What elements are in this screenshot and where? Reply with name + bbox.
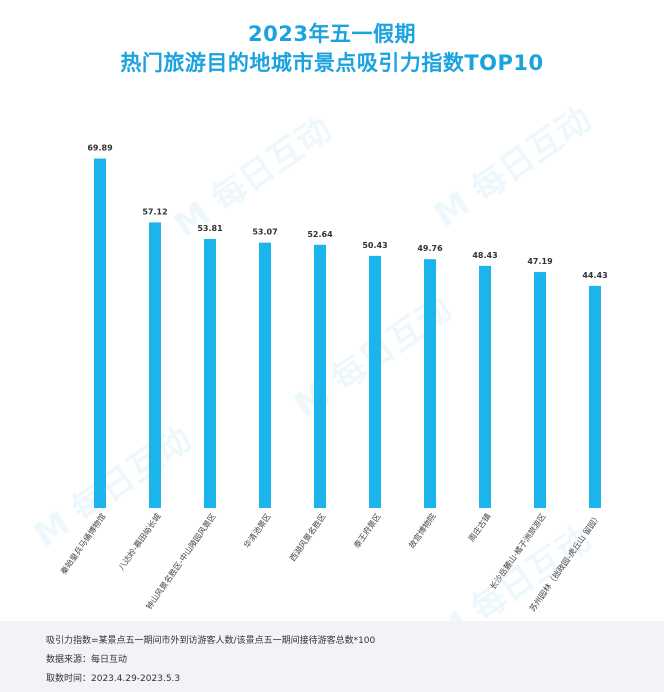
category-label: 八达岭-慕田峪长城: [116, 511, 163, 572]
category-label: 华清池景区: [242, 511, 273, 550]
data-label: 44.43: [582, 271, 607, 280]
data-label: 49.76: [417, 244, 443, 253]
bar: [589, 285, 601, 508]
data-label: 48.43: [472, 251, 497, 260]
bar: [424, 259, 436, 508]
data-label: 57.12: [142, 207, 167, 216]
data-label: 53.07: [252, 228, 277, 237]
category-label: 周庄古镇: [466, 511, 493, 543]
bar: [259, 242, 271, 508]
data-label: 52.64: [307, 230, 333, 239]
chart-title-line-1: 2023年五一假期: [248, 22, 416, 46]
category-label: 西湖风景名胜区: [287, 511, 327, 563]
data-source-note: 数据来源：每日互动: [46, 655, 128, 665]
bar: [94, 158, 106, 509]
bar: [314, 244, 326, 509]
data-label: 50.43: [362, 241, 387, 250]
category-label: 故宫博物院: [407, 511, 438, 550]
data-label: 47.19: [527, 257, 553, 266]
bar-chart: 69.89秦始皇兵马俑博物馆57.12八达岭-慕田峪长城53.81钟山风景名胜区…: [58, 144, 608, 614]
data-label: 69.89: [87, 144, 113, 153]
category-label: 秦始皇兵马俑博物馆: [58, 511, 107, 576]
category-label: 长沙岳麓山·橘子洲旅游区: [488, 511, 548, 591]
bar: [479, 265, 491, 508]
category-label: 泰王府景区: [352, 511, 383, 550]
index-definition-note: 吸引力指数=某景点五一期间市外到访游客人数/该景点五一期间接待游客总数*100: [46, 636, 376, 646]
footer-panel: [0, 621, 664, 692]
bar: [369, 255, 381, 508]
chart-title-line-2: 热门旅游目的地城市景点吸引力指数TOP10: [120, 51, 544, 75]
data-label: 53.81: [197, 224, 223, 233]
data-period-note: 取数时间：2023.4.29-2023.5.3: [46, 674, 181, 684]
bar: [149, 222, 161, 508]
bar: [534, 272, 546, 508]
bar: [204, 238, 216, 508]
